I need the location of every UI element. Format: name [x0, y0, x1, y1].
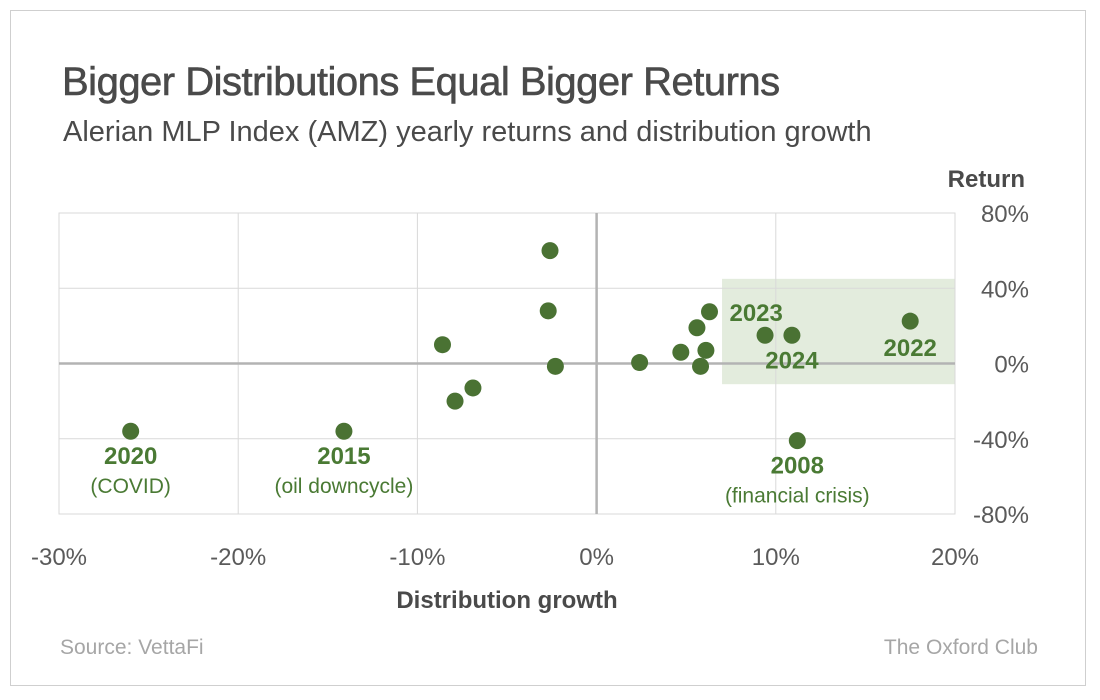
y-axis-title: Return [948, 166, 1025, 193]
annotation-year-2015: 2015 [317, 443, 370, 470]
data-point [335, 422, 353, 440]
data-point [631, 354, 649, 372]
data-point [672, 343, 690, 361]
annotation-year-2022: 2022 [884, 335, 937, 362]
annotation-note-2008: (financial crisis) [725, 485, 870, 508]
annotation-note-2020: (COVID) [90, 475, 171, 498]
data-point [446, 392, 464, 410]
y-tick-label: 80% [981, 201, 1029, 228]
x-tick-label: 0% [579, 544, 614, 571]
highlight-region [722, 278, 955, 385]
annotation-note-2015: (oil downcycle) [274, 475, 413, 498]
y-tick-label: 40% [981, 276, 1029, 303]
annotation-year-2023: 2023 [729, 300, 782, 327]
data-point [697, 341, 715, 359]
data-point [539, 302, 557, 320]
data-point [546, 357, 564, 375]
x-axis-title: Distribution growth [396, 587, 617, 614]
data-point [700, 303, 718, 321]
brand-credit: The Oxford Club [883, 636, 1038, 659]
data-point [464, 379, 482, 397]
x-tick-label: 20% [931, 544, 979, 571]
x-tick-label: -20% [210, 544, 266, 571]
x-tick-label: 10% [752, 544, 800, 571]
y-tick-label: 0% [994, 352, 1029, 379]
data-point [692, 357, 710, 375]
data-point [756, 326, 774, 344]
chart-subtitle: Alerian MLP Index (AMZ) yearly returns a… [63, 116, 872, 148]
data-point [122, 422, 140, 440]
y-tick-label: -40% [973, 427, 1029, 454]
data-point [433, 336, 451, 354]
x-tick-label: -10% [389, 544, 445, 571]
data-point [688, 319, 706, 337]
x-tick-label: -30% [31, 544, 87, 571]
chart-title: Bigger Distributions Equal Bigger Return… [62, 60, 781, 105]
annotation-year-2008: 2008 [771, 453, 824, 480]
y-tick-label: -80% [973, 502, 1029, 529]
data-point [901, 312, 919, 330]
data-point [541, 242, 559, 260]
annotation-year-2020: 2020 [104, 443, 157, 470]
annotation-year-2024: 2024 [765, 347, 819, 374]
data-point [788, 432, 806, 450]
data-point [783, 326, 801, 344]
source-note: Source: VettaFi [60, 636, 204, 659]
